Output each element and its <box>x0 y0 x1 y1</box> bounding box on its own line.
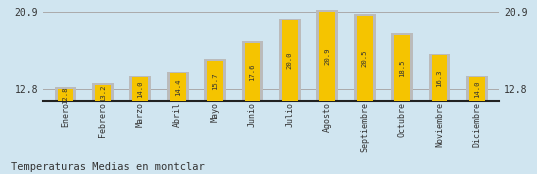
Bar <box>92 83 114 101</box>
Bar <box>354 14 375 101</box>
Text: 14.4: 14.4 <box>175 78 180 96</box>
Text: 13.2: 13.2 <box>100 84 106 102</box>
Bar <box>204 59 226 101</box>
Text: 20.9: 20.9 <box>324 48 330 65</box>
Bar <box>279 19 301 101</box>
Text: 16.3: 16.3 <box>437 69 442 87</box>
Text: 15.7: 15.7 <box>212 72 218 90</box>
Bar <box>133 77 148 101</box>
Bar <box>357 16 373 101</box>
Bar <box>316 10 338 101</box>
Text: 20.0: 20.0 <box>287 52 293 69</box>
Bar <box>282 20 297 101</box>
Text: 17.6: 17.6 <box>250 63 256 81</box>
Bar <box>207 61 223 101</box>
Bar <box>394 35 410 101</box>
Bar <box>167 72 188 101</box>
Text: 12.8: 12.8 <box>62 86 68 104</box>
Bar <box>95 85 111 101</box>
Bar <box>170 73 185 101</box>
Bar <box>391 33 413 101</box>
Text: 14.0: 14.0 <box>474 80 480 98</box>
Text: Temperaturas Medias en montclar: Temperaturas Medias en montclar <box>11 162 205 172</box>
Bar <box>320 12 335 101</box>
Bar <box>57 89 73 101</box>
Bar <box>242 41 263 101</box>
Bar <box>429 54 451 101</box>
Text: 18.5: 18.5 <box>399 59 405 77</box>
Bar <box>55 87 76 101</box>
Bar <box>432 56 447 101</box>
Text: 20.5: 20.5 <box>362 50 368 67</box>
Bar <box>466 76 488 101</box>
Text: 14.0: 14.0 <box>137 80 143 98</box>
Bar <box>469 77 485 101</box>
Bar <box>129 76 151 101</box>
Bar <box>245 43 260 101</box>
